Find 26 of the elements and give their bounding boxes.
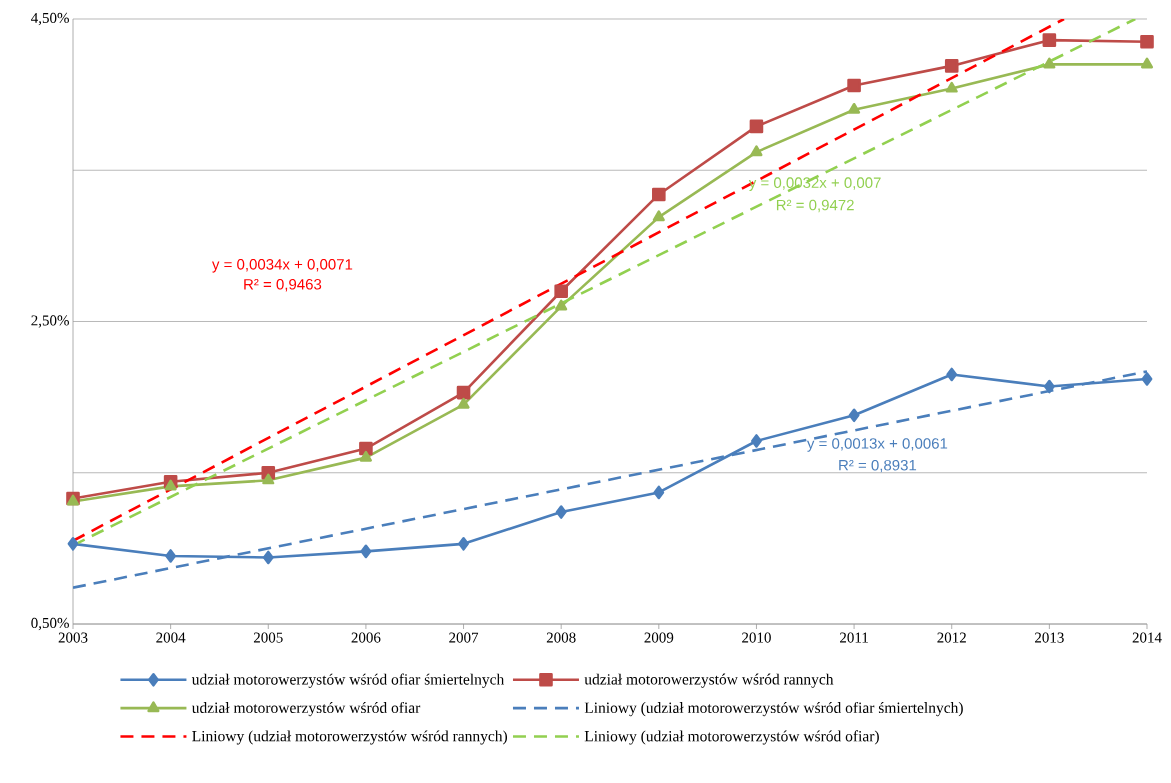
annotation: R² = 0,9472: [776, 199, 854, 213]
x-tick-label: 2004: [156, 632, 186, 643]
y-tick-label: 4,50%: [31, 12, 69, 26]
legend-label: udział motorowerzystów wśród ofiar śmiertelnych: [191, 673, 505, 688]
x-tick-label: 2003: [58, 632, 88, 643]
x-tick-label: 2007: [449, 632, 479, 643]
x-tick-label: 2012: [937, 632, 966, 643]
legend-label: udział motorowerzystów wśród ofiar: [191, 701, 421, 717]
y-tick-label: 0,50%: [31, 617, 69, 631]
annotation: R² = 0,9463: [244, 279, 322, 292]
legend-label: Liniowy (udział motorowerzystów wśród rannych): [192, 730, 508, 745]
annotation: y = 0,0034x + 0,0071: [211, 259, 353, 273]
x-tick-label: 2013: [1035, 632, 1064, 643]
x-tick-label: 2010: [742, 632, 771, 643]
x-tick-label: 2005: [253, 632, 283, 643]
annotation: R² = 0,8931: [839, 459, 917, 473]
y-tick-label: 2,50%: [31, 315, 69, 328]
legend-label: udział motorowerzystów wśród rannych: [584, 673, 834, 688]
x-tick-label: 2006: [351, 632, 381, 643]
x-tick-label: 2011: [840, 632, 868, 643]
annotation: y = 0,0013x + 0,0061: [806, 438, 948, 452]
x-tick-label: 2008: [546, 632, 576, 643]
x-tick-label: 2009: [644, 632, 674, 643]
x-tick-label: 2014: [1132, 632, 1162, 643]
legend-label: Liniowy (udział motorowerzystów wśród ofiar śmiertelnych): [584, 701, 963, 717]
legend-label: Liniowy (udział motorowerzystów wśród ofiar): [584, 730, 879, 745]
